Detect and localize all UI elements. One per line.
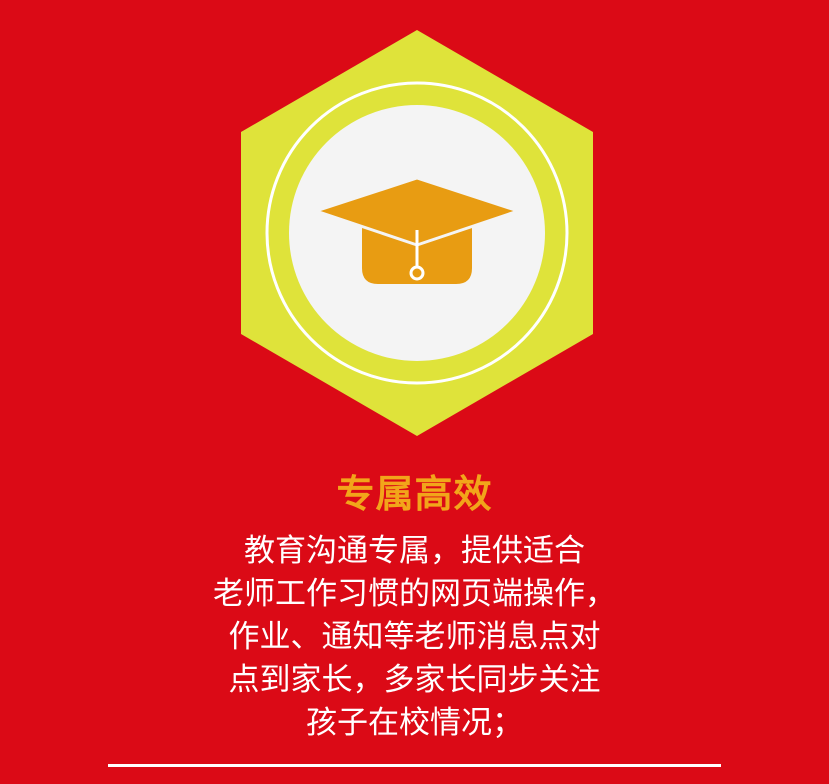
description-line: 老师工作习惯的网页端操作， xyxy=(213,576,616,612)
graduation-cap-icon xyxy=(314,176,520,284)
description-line: 教育沟通专属，提供适合 xyxy=(244,533,585,569)
badge-ring xyxy=(265,81,569,385)
feature-description: 教育沟通专属，提供适合 老师工作习惯的网页端操作， 作业、通知等老师消息点对 点… xyxy=(150,530,679,745)
description-line: 点到家长，多家长同步关注 xyxy=(228,662,601,698)
feature-title: 专属高效 xyxy=(336,472,493,516)
description-line: 作业、通知等老师消息点对 xyxy=(228,619,601,655)
feature-emblem xyxy=(241,30,593,436)
description-line: 孩子在校情况； xyxy=(306,705,523,741)
divider xyxy=(108,764,721,767)
